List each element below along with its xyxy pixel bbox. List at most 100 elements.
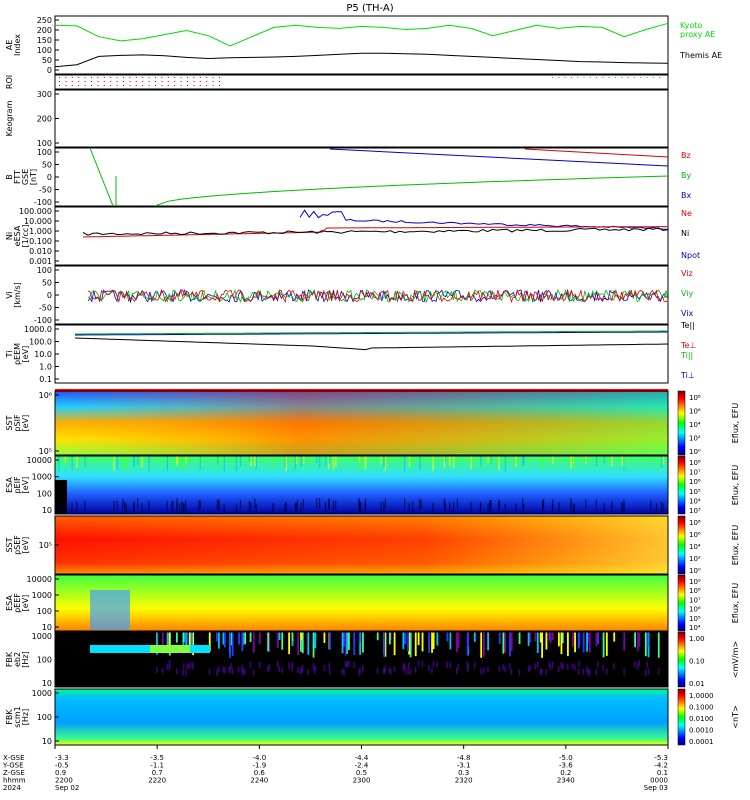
esa-electron-lowenergy — [90, 590, 130, 630]
colorbar-tick-fbk_e: 1.00 — [689, 635, 705, 643]
roi-mark — [148, 81, 150, 82]
fbk-b-spectrogram — [55, 689, 668, 745]
fbk-e-streak — [623, 632, 626, 651]
roi-mark — [167, 81, 169, 82]
esa-ion-streak — [324, 501, 327, 512]
roi-mark — [142, 81, 144, 82]
roi-mark — [646, 77, 648, 78]
fbk-e-streak — [278, 632, 281, 641]
fbk-e-streak — [536, 632, 539, 653]
fbk-e-streak — [578, 632, 581, 647]
time-axis-label: 0.1 — [657, 769, 668, 777]
esa-ion-streak — [171, 456, 173, 470]
panel-ylabel-bfield: [nT] — [29, 169, 38, 185]
temp-series-line — [75, 331, 668, 336]
fbk-e-streak — [605, 668, 608, 675]
fbk-e-streak — [242, 668, 245, 675]
colorbar-esa_i — [677, 455, 686, 515]
roi-mark — [97, 81, 99, 82]
esa-ion-streak — [223, 503, 225, 514]
panel-ylabel-temperature: pEEM — [13, 343, 22, 365]
esa-ion-streak — [125, 503, 127, 514]
esa-ion-streak — [248, 500, 250, 511]
fbk-e-streak — [657, 632, 660, 658]
colorbar-tick-sst_i: 10⁰ — [689, 448, 701, 456]
roi-mark — [84, 85, 86, 86]
panel-frame-density — [54, 206, 669, 266]
panel-ylabel-velocity: Vi — [5, 291, 14, 299]
fbk-e-streak — [222, 632, 225, 645]
y-tick-label-temperature: 10.0 — [34, 350, 52, 359]
roi-mark — [103, 85, 105, 86]
roi-mark — [633, 77, 635, 78]
time-axis-label: -5.0 — [559, 754, 573, 762]
y-tick-label-esa_e: 100 — [37, 607, 52, 616]
y-tick-label-keogram: 200 — [37, 115, 52, 124]
esa-ion-streak — [124, 501, 126, 512]
panel-ylabel-fbk_e: FBK — [5, 651, 14, 667]
fbk-e-streak — [577, 668, 580, 675]
esa-ion-streak — [285, 456, 288, 472]
fbk-e-streak — [258, 662, 261, 669]
y-tick-label-velocity: 100 — [37, 266, 52, 275]
panel-ylabel-esa_e: [eV] — [21, 595, 30, 612]
fbk-e-streak — [268, 632, 271, 653]
fbk-e-streak — [185, 669, 187, 676]
bottom-row-label: 2024 — [3, 784, 21, 792]
y-tick-label-temperature: 0.1 — [39, 375, 52, 384]
fbk-e-streak — [549, 632, 552, 643]
esa-ion-streak — [573, 456, 576, 471]
panel-ylabel-esa_i: [eV] — [21, 477, 30, 494]
fbk-e-streak — [353, 632, 356, 655]
fbk-e-streak — [578, 660, 580, 667]
roi-mark — [219, 85, 220, 86]
esa-ion-streak — [296, 499, 299, 510]
fbk-e-streak — [587, 669, 590, 676]
esa-ion-streak — [364, 498, 366, 509]
legend-ae: Themis AE — [679, 51, 722, 60]
fbk-e-streak — [218, 632, 220, 649]
fbk-e-streak — [403, 662, 406, 669]
fbk-e-streak — [384, 632, 387, 657]
colorbar-tick-esa_e: 10⁷ — [689, 596, 701, 604]
y-tick-label-sst_i: 10⁵ — [39, 447, 52, 456]
fbk-e-streak — [409, 668, 412, 675]
fbk-e-streak — [192, 632, 194, 656]
esa-ion-streak — [218, 499, 220, 510]
legend-density: Ni — [681, 229, 689, 238]
esa-ion-streak — [76, 456, 78, 468]
esa-ion-streak — [551, 503, 554, 514]
fbk-e-streak — [376, 667, 379, 674]
fbk-e-streak — [560, 662, 563, 669]
colorbar-tick-fbk_b: 0.0100 — [689, 715, 714, 723]
fbk-e-streak — [161, 667, 164, 674]
roi-mark — [148, 85, 150, 86]
esa-ion-streak — [611, 456, 613, 467]
fbk-e-streak — [431, 667, 433, 674]
fbk-e-streak — [646, 661, 649, 668]
roi-mark — [212, 81, 214, 82]
fbk-e-streak — [502, 632, 505, 654]
esa-ion-streak — [543, 456, 545, 472]
temp-series-line — [74, 337, 669, 351]
esa-ion-streak — [176, 456, 178, 464]
legend-temperature: Te|| — [680, 321, 695, 330]
esa-ion-streak — [408, 456, 411, 468]
esa-ion-streak — [432, 456, 434, 472]
legend-velocity: Viz — [681, 269, 693, 278]
panel-frame-ae — [54, 15, 669, 75]
fbk-e-streak — [230, 662, 232, 669]
time-axis-label: 2240 — [250, 777, 268, 785]
fbk-e-streak — [634, 632, 637, 648]
esa-ion-streak — [64, 500, 66, 511]
panel-ylabel-esa_e: pEEF — [13, 593, 22, 613]
esa-ion-streak — [420, 499, 422, 510]
time-axis-label: Sep 03 — [644, 784, 668, 792]
fbk-e-streak — [498, 665, 501, 672]
fbk-e-streak — [402, 632, 405, 650]
fbk-e-streak — [549, 664, 552, 671]
fbk-e-streak — [572, 632, 574, 647]
fbk-e-streak — [323, 664, 326, 671]
esa-ion-streak — [655, 456, 658, 471]
fbk-e-streak — [582, 632, 585, 653]
